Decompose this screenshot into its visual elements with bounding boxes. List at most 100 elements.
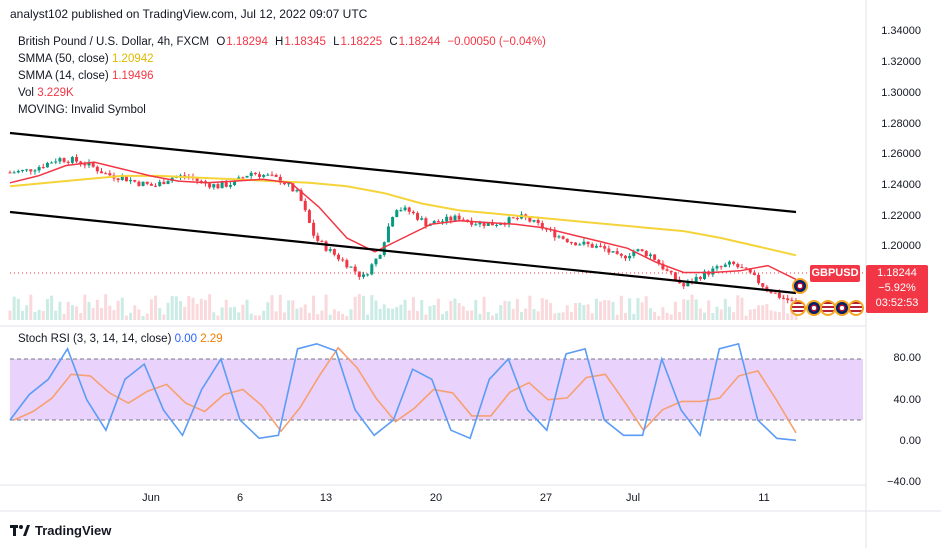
candle-body bbox=[715, 266, 719, 269]
volume-bar bbox=[166, 302, 170, 320]
candle-body bbox=[636, 249, 640, 252]
symbol-title[interactable]: British Pound / U.S. Dollar, 4h, FXCM bbox=[18, 36, 210, 48]
candle-body bbox=[578, 244, 582, 246]
candle-body bbox=[611, 251, 615, 253]
volume-bar bbox=[208, 294, 212, 320]
candle-body bbox=[274, 174, 278, 177]
candle-body bbox=[465, 219, 469, 221]
smma50-legend[interactable]: SMMA (50, close) 1.20942 bbox=[18, 53, 154, 65]
candle-body bbox=[183, 175, 187, 177]
volume-bar bbox=[628, 298, 632, 320]
candle-body bbox=[54, 161, 58, 163]
candle-body bbox=[391, 216, 395, 227]
smma-14-line bbox=[9, 161, 797, 281]
us-flag-icon[interactable] bbox=[790, 300, 806, 316]
volume-bar bbox=[773, 311, 777, 320]
close-value: 1.18244 bbox=[398, 36, 441, 48]
volume-bar bbox=[678, 311, 682, 320]
volume-bar bbox=[54, 310, 58, 320]
volume-bar bbox=[282, 312, 286, 320]
volume-bar bbox=[590, 313, 594, 320]
candle-body bbox=[75, 157, 79, 162]
volume-bar bbox=[769, 310, 773, 320]
volume-bar bbox=[578, 302, 582, 320]
candle-body bbox=[665, 269, 669, 271]
volume-bar bbox=[212, 312, 216, 320]
candle-body bbox=[719, 266, 723, 268]
volume-bar bbox=[490, 315, 494, 320]
volume-bar bbox=[453, 298, 457, 320]
candle-body bbox=[740, 267, 744, 269]
candle-body bbox=[33, 170, 37, 172]
candle-body bbox=[228, 185, 232, 187]
volume-bars bbox=[8, 294, 798, 320]
volume-bar bbox=[441, 314, 445, 320]
time-tick: 6 bbox=[236, 492, 244, 504]
volume-bar bbox=[370, 295, 374, 320]
volume-bar bbox=[191, 297, 195, 320]
volume-bar bbox=[391, 308, 395, 320]
price-tick: 1.30000 bbox=[881, 87, 921, 99]
volume-bar bbox=[449, 300, 453, 320]
candle-body bbox=[8, 172, 12, 174]
candle-body bbox=[503, 223, 507, 225]
candle-body bbox=[137, 181, 141, 186]
price-badge-change: −5.92% bbox=[878, 282, 916, 294]
volume-bar bbox=[420, 299, 424, 320]
volume-bar bbox=[511, 308, 515, 320]
volume-bar bbox=[179, 301, 183, 320]
volume-bar bbox=[228, 307, 232, 320]
moving-legend[interactable]: MOVING: Invalid Symbol bbox=[18, 104, 146, 116]
candle-body bbox=[241, 177, 245, 179]
candle-body bbox=[744, 267, 748, 269]
candle-body bbox=[199, 180, 203, 182]
candle-body bbox=[470, 220, 474, 225]
volume-bar bbox=[653, 312, 657, 320]
volume-bar bbox=[515, 299, 519, 320]
candle-body bbox=[361, 274, 365, 277]
volume-bar bbox=[12, 296, 16, 320]
stoch-legend[interactable]: Stoch RSI (3, 3, 14, 14, close) 0.00 2.2… bbox=[18, 333, 223, 345]
volume-bar bbox=[324, 294, 328, 320]
candle-body bbox=[661, 263, 665, 270]
candle-body bbox=[83, 164, 87, 166]
candle-body bbox=[590, 244, 594, 248]
price-tick: 1.20000 bbox=[881, 240, 921, 252]
volume-bar bbox=[357, 294, 361, 320]
volume-bar bbox=[237, 312, 241, 320]
volume-bar bbox=[133, 305, 137, 320]
volume-bar bbox=[752, 309, 756, 320]
open-value: 1.18294 bbox=[226, 36, 268, 48]
candle-body bbox=[45, 162, 49, 168]
volume-bar bbox=[145, 313, 149, 320]
volume-bar bbox=[262, 310, 266, 320]
low-value: 1.18225 bbox=[340, 36, 383, 48]
volume-legend[interactable]: Vol 3.229K bbox=[18, 87, 74, 99]
volume-bar bbox=[295, 308, 299, 320]
volume-bar bbox=[544, 299, 548, 320]
candle-body bbox=[99, 171, 103, 174]
volume-bar bbox=[669, 314, 673, 320]
candle-body bbox=[528, 217, 532, 222]
candle-body bbox=[104, 173, 108, 175]
us-flag-icon[interactable] bbox=[848, 300, 864, 316]
smma14-legend[interactable]: SMMA (14, close) 1.19496 bbox=[18, 70, 154, 82]
volume-bar bbox=[474, 300, 478, 320]
volume-bar bbox=[382, 304, 386, 320]
candle-body bbox=[287, 183, 291, 185]
volume-bar bbox=[644, 296, 648, 320]
candle-body bbox=[129, 180, 133, 182]
volume-bar bbox=[715, 306, 719, 320]
volume-bar bbox=[220, 307, 224, 320]
smma-50-line bbox=[9, 174, 797, 257]
candle-body bbox=[95, 166, 99, 172]
volume-bar bbox=[553, 313, 557, 320]
symbol-badge: GBPUSD bbox=[810, 265, 860, 282]
high-value: 1.18345 bbox=[284, 36, 326, 48]
candle-body bbox=[249, 172, 253, 176]
stoch-d-value: 2.29 bbox=[200, 333, 223, 345]
candle-body bbox=[424, 218, 428, 227]
tradingview-logo[interactable]: TradingView bbox=[10, 523, 111, 538]
uk-flag-icon[interactable] bbox=[792, 278, 808, 294]
